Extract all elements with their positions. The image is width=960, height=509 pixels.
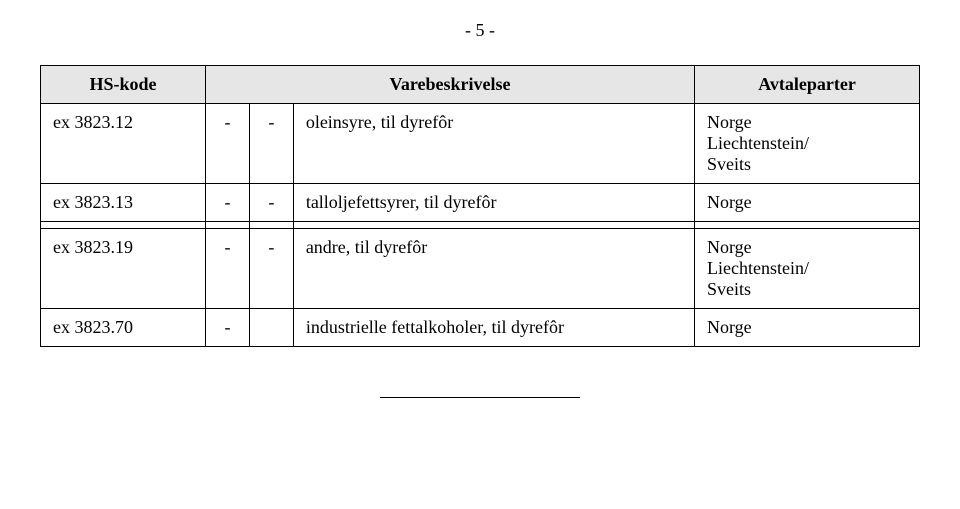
table-row: ex 3823.13--talloljefettsyrer, til dyref… [41,184,920,222]
cell-desc: andre, til dyrefôr [293,229,694,309]
table-row: ex 3823.70- industrielle fettalkoholer, t… [41,309,920,347]
table-row: ex 3823.19--andre, til dyrefôrNorgeLiech… [41,229,920,309]
table-header-row: HS-kode Varebeskrivelse Avtaleparter [41,66,920,104]
cell-dash1: - [206,184,250,222]
cell-party: Norge [695,309,920,347]
cell-desc: talloljefettsyrer, til dyrefôr [293,184,694,222]
header-desc: Varebeskrivelse [206,66,695,104]
cell-desc: industrielle fettalkoholer, til dyrefôr [293,309,694,347]
cell-hs: ex 3823.70 [41,309,206,347]
cell-party: Norge [695,184,920,222]
cell-desc: oleinsyre, til dyrefôr [293,104,694,184]
cell-dash2: - [249,184,293,222]
cell-hs: ex 3823.13 [41,184,206,222]
cell-dash2 [249,309,293,347]
cell-dash1: - [206,309,250,347]
spacer-cell [695,222,920,229]
cell-dash1: - [206,104,250,184]
cell-hs: ex 3823.12 [41,104,206,184]
header-party: Avtaleparter [695,66,920,104]
separator-line [380,397,580,398]
spacer-cell [293,222,694,229]
page-number: - 5 - [40,20,920,41]
table-row: ex 3823.12--oleinsyre, til dyrefôrNorgeL… [41,104,920,184]
tariff-table: HS-kode Varebeskrivelse Avtaleparter ex … [40,65,920,347]
document-page: - 5 - HS-kode Varebeskrivelse Avtalepart… [0,0,960,418]
cell-dash1: - [206,229,250,309]
spacer-cell [41,222,206,229]
cell-party: NorgeLiechtenstein/Sveits [695,104,920,184]
cell-party: NorgeLiechtenstein/Sveits [695,229,920,309]
spacer-cell [206,222,250,229]
cell-dash2: - [249,104,293,184]
spacer-cell [249,222,293,229]
cell-hs: ex 3823.19 [41,229,206,309]
header-hs: HS-kode [41,66,206,104]
cell-dash2: - [249,229,293,309]
table-row [41,222,920,229]
